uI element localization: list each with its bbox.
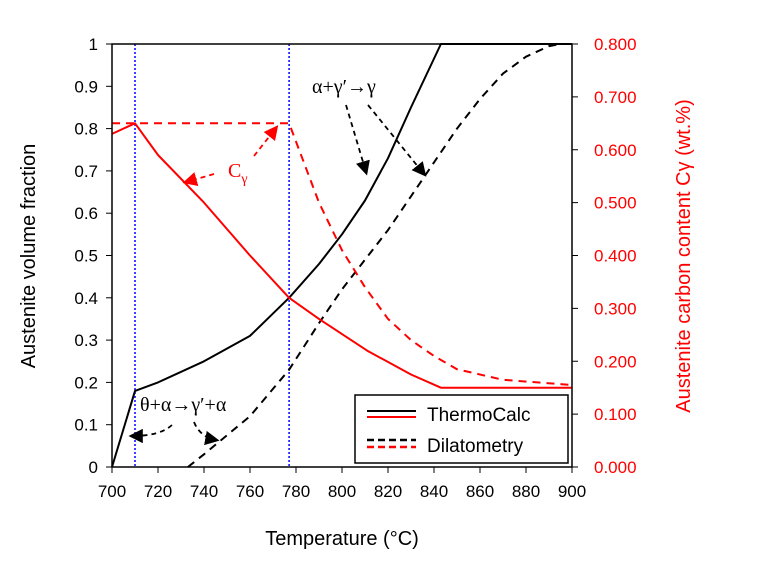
legend-thermocalc: ThermoCalc [427,405,530,426]
y-tick-label: 0.9 [74,77,98,96]
arrow-right [193,421,220,446]
x-tick-label: 820 [374,482,402,501]
y-tick-label: 0.7 [74,162,98,181]
y-tick-label: 0.8 [74,120,98,139]
y-tick-label: 0.2 [74,373,98,392]
y2-tick-label: 0.100 [594,405,637,424]
arrow-c-solid [182,172,215,186]
y2-tick-label: 0.200 [594,352,637,371]
annotation-top: α+γ′→γ [312,76,376,98]
y-axis-label: Austenite volume fraction [18,144,40,369]
annotation-bottom: θ+α→γ′+α [140,394,227,416]
annotation-arrows [128,104,427,446]
y2-axis-label: Austenite carbon content Cγ (wt.%) [673,99,695,412]
x-tick-label: 740 [190,482,218,501]
y2-tick-label: 0.500 [594,194,637,213]
legend-dilatometry: Dilatometry [427,436,524,457]
x-axis-label: Temperature (°C) [265,528,419,550]
legend: ThermoCalc Dilatometry [354,394,569,464]
y2-tick-label: 0.400 [594,247,637,266]
y-tick-label: 0.6 [74,204,98,223]
x-tick-label: 720 [144,482,172,501]
y-tick-label: 0.1 [74,416,98,435]
y-tick-label: 1 [89,35,98,54]
annotation-c: Cγ [228,160,248,187]
series-line-2 [111,122,572,389]
y-tick-label: 0.5 [74,247,98,266]
series-line-3 [112,122,573,386]
series-line-0 [111,43,572,468]
y2-tick-label: 0.700 [594,88,637,107]
y2-tick-label: 0.800 [594,35,637,54]
y-tick-label: 0.3 [74,331,98,350]
x-tick-label: 840 [420,482,448,501]
y2-tick-label: 0.000 [594,458,637,477]
y2-tick-label: 0.600 [594,141,637,160]
y-tick-label: 0 [89,458,98,477]
x-tick-label: 880 [512,482,540,501]
x-tick-label: 900 [558,482,586,501]
arrow-left [128,424,173,444]
y2-tick-label: 0.300 [594,299,637,318]
x-tick-label: 780 [282,482,310,501]
x-tick-label: 700 [98,482,126,501]
series-line-1 [187,43,572,468]
x-tick-label: 860 [466,482,494,501]
arrow-solid [345,104,370,176]
x-tick-label: 760 [236,482,264,501]
x-tick-label: 800 [328,482,356,501]
arrow-c-dashed [253,125,279,157]
y-tick-label: 0.4 [74,289,98,308]
arrow-dashed [367,104,427,177]
